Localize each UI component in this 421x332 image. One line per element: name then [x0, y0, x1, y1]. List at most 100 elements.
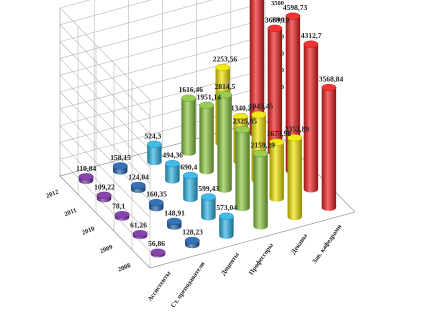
bar-cap — [183, 171, 198, 180]
series-axis-label: 2010 — [81, 225, 96, 236]
bar-cap — [269, 138, 285, 146]
bar-cap — [235, 125, 250, 134]
data-label: 1951,14 — [197, 92, 222, 101]
bar-2-2 — [183, 171, 198, 203]
value-labels: 110,84158,15524,31616,462253,564262,3109… — [76, 3, 344, 248]
bar-cap — [130, 181, 146, 190]
bar-cap — [96, 191, 112, 199]
series-axis-label: 2009 — [99, 243, 114, 255]
bar-cap — [199, 101, 214, 109]
bar-cap — [184, 236, 200, 245]
bar-5-4 — [249, 0, 265, 138]
data-label: 2325,85 — [233, 117, 258, 126]
bar-0-2 — [114, 211, 130, 221]
bar-body — [303, 44, 319, 193]
data-label: 573,04 — [216, 203, 237, 212]
bar-2-1 — [201, 193, 216, 221]
data-label: 1340,21 — [231, 104, 256, 113]
bar-5-0 — [321, 83, 337, 211]
data-label: 4598,73 — [283, 3, 308, 12]
data-label: 2253,56 — [213, 54, 238, 63]
bar-body — [201, 196, 216, 221]
bar-body — [199, 105, 214, 175]
bar-4-1 — [269, 138, 285, 202]
bar-cap — [287, 134, 303, 142]
bar-1-3 — [130, 181, 146, 193]
data-label: 109,22 — [94, 182, 115, 191]
data-label: 2159,29 — [251, 141, 276, 150]
bar-cap — [147, 140, 162, 148]
data-label: 128,23 — [182, 227, 203, 236]
bar-cap — [215, 63, 231, 72]
bar-4-0 — [287, 134, 303, 221]
bar-cap — [165, 160, 180, 168]
data-label: 524,3 — [144, 131, 161, 140]
bar-2-0 — [219, 212, 234, 239]
data-label: 1616,46 — [179, 85, 204, 94]
bar-body — [147, 144, 162, 166]
bar-0-0 — [150, 248, 166, 258]
bar-cap — [114, 211, 130, 219]
bar-1-1 — [166, 217, 182, 230]
data-label: 158,15 — [110, 153, 131, 162]
bar-5-3 — [267, 24, 283, 156]
bar-body — [219, 216, 234, 239]
bar-2-3 — [165, 160, 180, 184]
data-label: 56,86 — [148, 239, 165, 248]
bar-body — [181, 98, 196, 156]
bar-cap — [219, 212, 234, 220]
bar-cap — [112, 162, 128, 170]
category-label: Доценты — [220, 251, 241, 277]
bar-cylinders — [78, 0, 337, 258]
bar-cap — [321, 83, 337, 92]
z-tick-label: 3000 — [271, 17, 284, 24]
data-label: 78,1 — [112, 202, 125, 211]
bar-body — [249, 0, 265, 138]
bar-3-2 — [217, 91, 232, 193]
bar-1-2 — [148, 199, 164, 212]
data-label: 2352,89 — [285, 125, 310, 134]
data-label: 599,43 — [198, 184, 219, 193]
bar-cap — [217, 91, 232, 99]
data-label: 4312,7 — [301, 31, 322, 40]
series-axis-label: 2008 — [117, 262, 132, 274]
bar-cap — [303, 40, 319, 48]
bar-cap — [233, 112, 249, 121]
bar-3-3 — [199, 101, 214, 175]
bar-body — [269, 142, 284, 202]
bar-cap — [251, 111, 267, 119]
z-tick-label: 3500 — [271, 0, 284, 7]
bar-5-1 — [303, 40, 319, 193]
category-label: Ст. преподаватели — [170, 260, 207, 309]
series-axis-label: 2011 — [63, 207, 77, 218]
data-label: 61,26 — [130, 221, 147, 230]
category-label: Профессоры — [248, 242, 275, 276]
data-label: 3568,84 — [319, 75, 344, 84]
data-label: 3689,19 — [265, 15, 290, 24]
bar-cap — [166, 217, 182, 225]
data-label: 148,91 — [164, 208, 185, 217]
bar-3-0 — [253, 149, 268, 230]
category-label: Деканы — [290, 233, 309, 256]
bar-body — [217, 94, 232, 193]
data-label: 2814,5 — [215, 82, 236, 91]
bar-0-3 — [96, 191, 112, 203]
bar-3-1 — [235, 125, 250, 212]
category-label: Зав. кафедрами — [311, 223, 343, 265]
bar-cap — [201, 193, 216, 201]
data-label: 124,04 — [128, 172, 149, 181]
data-label: 160,35 — [146, 190, 167, 199]
data-label: 1943,45 — [249, 102, 274, 111]
bar-body — [287, 137, 302, 221]
bar-cap — [150, 248, 166, 256]
bar-body — [267, 28, 283, 156]
bar-0-4 — [78, 173, 94, 184]
category-label: Ассистенты — [147, 270, 173, 303]
bar-body — [321, 87, 337, 211]
bar-body — [165, 163, 180, 184]
bar-cap — [285, 12, 301, 20]
data-label: 690,4 — [180, 162, 197, 171]
data-label: 1673,98 — [267, 129, 292, 138]
